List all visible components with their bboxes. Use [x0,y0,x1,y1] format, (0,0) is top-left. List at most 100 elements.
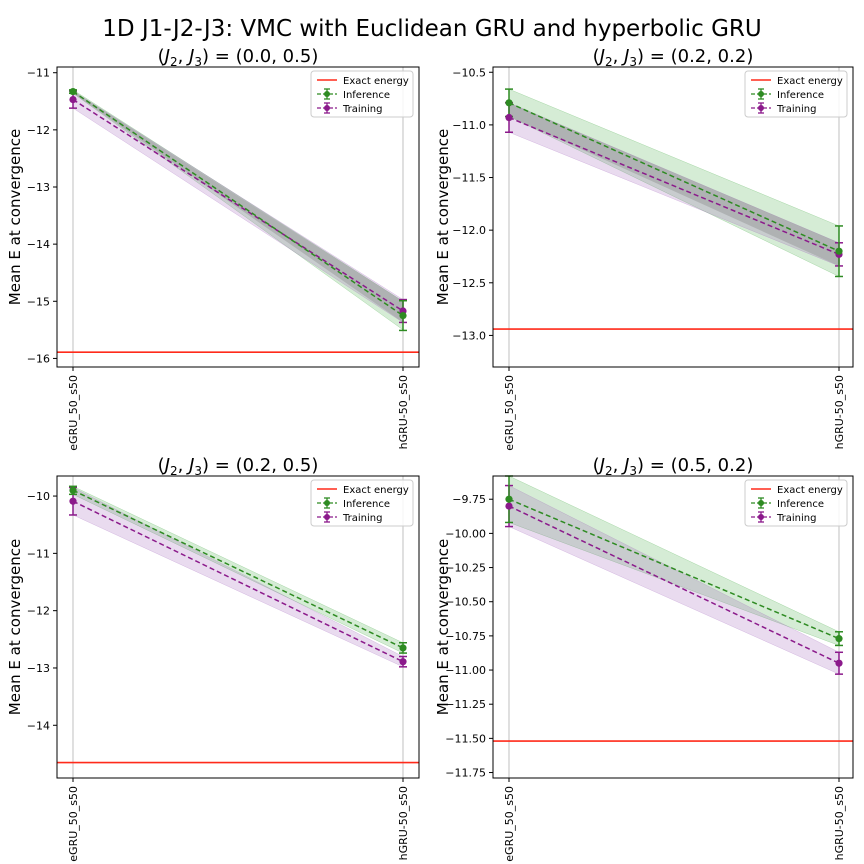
subplot-title: (J2, J3) = (0.5, 0.2) [593,455,754,478]
legend-inference-label: Inference [777,499,824,510]
legend-box [310,479,414,527]
training-point [399,658,407,666]
training-point [505,113,513,122]
inference-point [835,635,843,643]
legend-exact-label: Exact energy [343,76,409,87]
training-series-line [508,505,840,664]
inference-point [399,311,407,320]
title-title-sym1: J [162,46,170,67]
axes-frame [56,475,420,779]
title-title-suffix: ) = (0.2, 0.2) [637,46,753,67]
y-tick-label: −10.75 [445,630,486,643]
y-tick-label: −12 [27,124,50,137]
y-tick-label: −14 [27,238,50,251]
legend-exact-label: Exact energy [343,485,409,496]
y-tick-label: −15 [27,295,50,308]
legend-inference-swatch-marker [324,91,330,97]
title-title-sub1: 2 [170,55,178,69]
title-title-prefix: ( [593,455,600,476]
y-tick-label: −16 [27,352,50,365]
legend-box [744,70,848,118]
training-point [505,502,513,510]
y-axis-label: Mean E at convergence [434,129,452,305]
legend-inference-label: Inference [343,90,390,101]
legend-training-label: Training [776,104,816,115]
y-tick-label: −11.0 [452,119,486,132]
y-tick-label: −13 [27,181,50,194]
title-title-sep: , [178,455,189,476]
subplot-3: (J2, J3) = (0.2, 0.5)−14−13−12−11−10eGRU… [6,455,420,862]
y-axis-label: Mean E at convergence [434,539,452,715]
legend-training-swatch-marker [324,514,330,520]
title-title-sub1: 2 [605,55,613,69]
title-title-sub1: 2 [605,464,613,478]
legend: Exact energy Inference Training [744,70,848,118]
inference-point [505,99,513,107]
y-tick-label: −10.50 [445,596,486,609]
legend-exact-label: Exact energy [777,485,843,496]
y-tick-label: −12.5 [452,277,486,290]
title-title-sep: , [613,46,624,67]
legend: Exact energy Inference Training [744,479,848,527]
title-title-prefix: ( [158,455,165,476]
subplot-4: (J2, J3) = (0.5, 0.2)−11.75−11.50−11.25−… [434,455,854,862]
title-title-sep: , [613,455,624,476]
y-axis-label: Mean E at convergence [6,539,24,715]
title-title-suffix: ) = (0.0, 0.5) [202,46,318,67]
x-tick-label: hGRU-50_s50 [833,375,846,449]
overlap-band [509,102,839,266]
x-tick-label: eGRU_50_s50 [67,786,80,862]
y-tick-label: −11.25 [445,698,486,711]
legend-inference-swatch-marker [758,500,764,506]
y-tick-label: −13 [27,662,50,675]
legend-training-label: Training [342,513,382,524]
inference-point [835,247,843,255]
y-tick-label: −11.50 [445,732,486,745]
axes-frame [492,475,854,779]
inference-series-line [72,489,404,649]
title-title-sub2: 3 [629,55,637,69]
y-tick-label: −11.00 [445,664,486,677]
subplot-2: (J2, J3) = (0.2, 0.2)−13.0−12.5−12.0−11.… [434,46,854,451]
title-title-sym1: J [162,455,170,476]
training-series-line [508,116,840,256]
figure-suptitle: 1D J1-J2-J3: VMC with Euclidean GRU and … [102,16,761,42]
title-title-sep: , [178,46,189,67]
y-tick-label: −10.25 [445,562,486,575]
axes-frame [492,66,854,368]
y-tick-label: −11 [27,67,50,80]
title-title-sub2: 3 [194,55,202,69]
subplot-title: (J2, J3) = (0.2, 0.2) [593,46,754,69]
inference-point [69,486,77,494]
x-tick-label: hGRU-50_s50 [833,786,846,860]
overlap-band [73,91,403,323]
inference-series-line [508,498,840,640]
x-tick-label: eGRU_50_s50 [503,786,516,862]
legend-box [744,479,848,527]
subplot-title: (J2, J3) = (0.2, 0.5) [158,455,319,478]
title-title-sym2: J [186,46,194,67]
y-tick-label: −11.5 [452,172,486,185]
title-title-suffix: ) = (0.5, 0.2) [637,455,753,476]
y-tick-label: −10.5 [452,66,486,79]
axes-frame [56,66,420,368]
title-title-sym2: J [621,455,629,476]
training-point [69,95,77,104]
inference-point [505,495,513,503]
y-tick-label: −12.0 [452,224,486,237]
y-tick-label: −12 [27,605,50,618]
training-series-line [72,500,404,663]
legend-training-label: Training [342,104,382,115]
title-title-sym1: J [597,455,605,476]
title-title-sym1: J [597,46,605,67]
legend-training-swatch-marker [324,105,330,111]
title-title-sub1: 2 [170,464,178,478]
x-tick-label: eGRU_50_s50 [67,375,80,451]
legend-inference-label: Inference [343,499,390,510]
subplot-1: (J2, J3) = (0.0, 0.5)−16−15−14−13−12−11e… [6,46,420,451]
inference-point [399,644,407,652]
training-point [835,659,843,667]
x-tick-label: eGRU_50_s50 [503,375,516,451]
legend-inference-swatch-marker [758,91,764,97]
